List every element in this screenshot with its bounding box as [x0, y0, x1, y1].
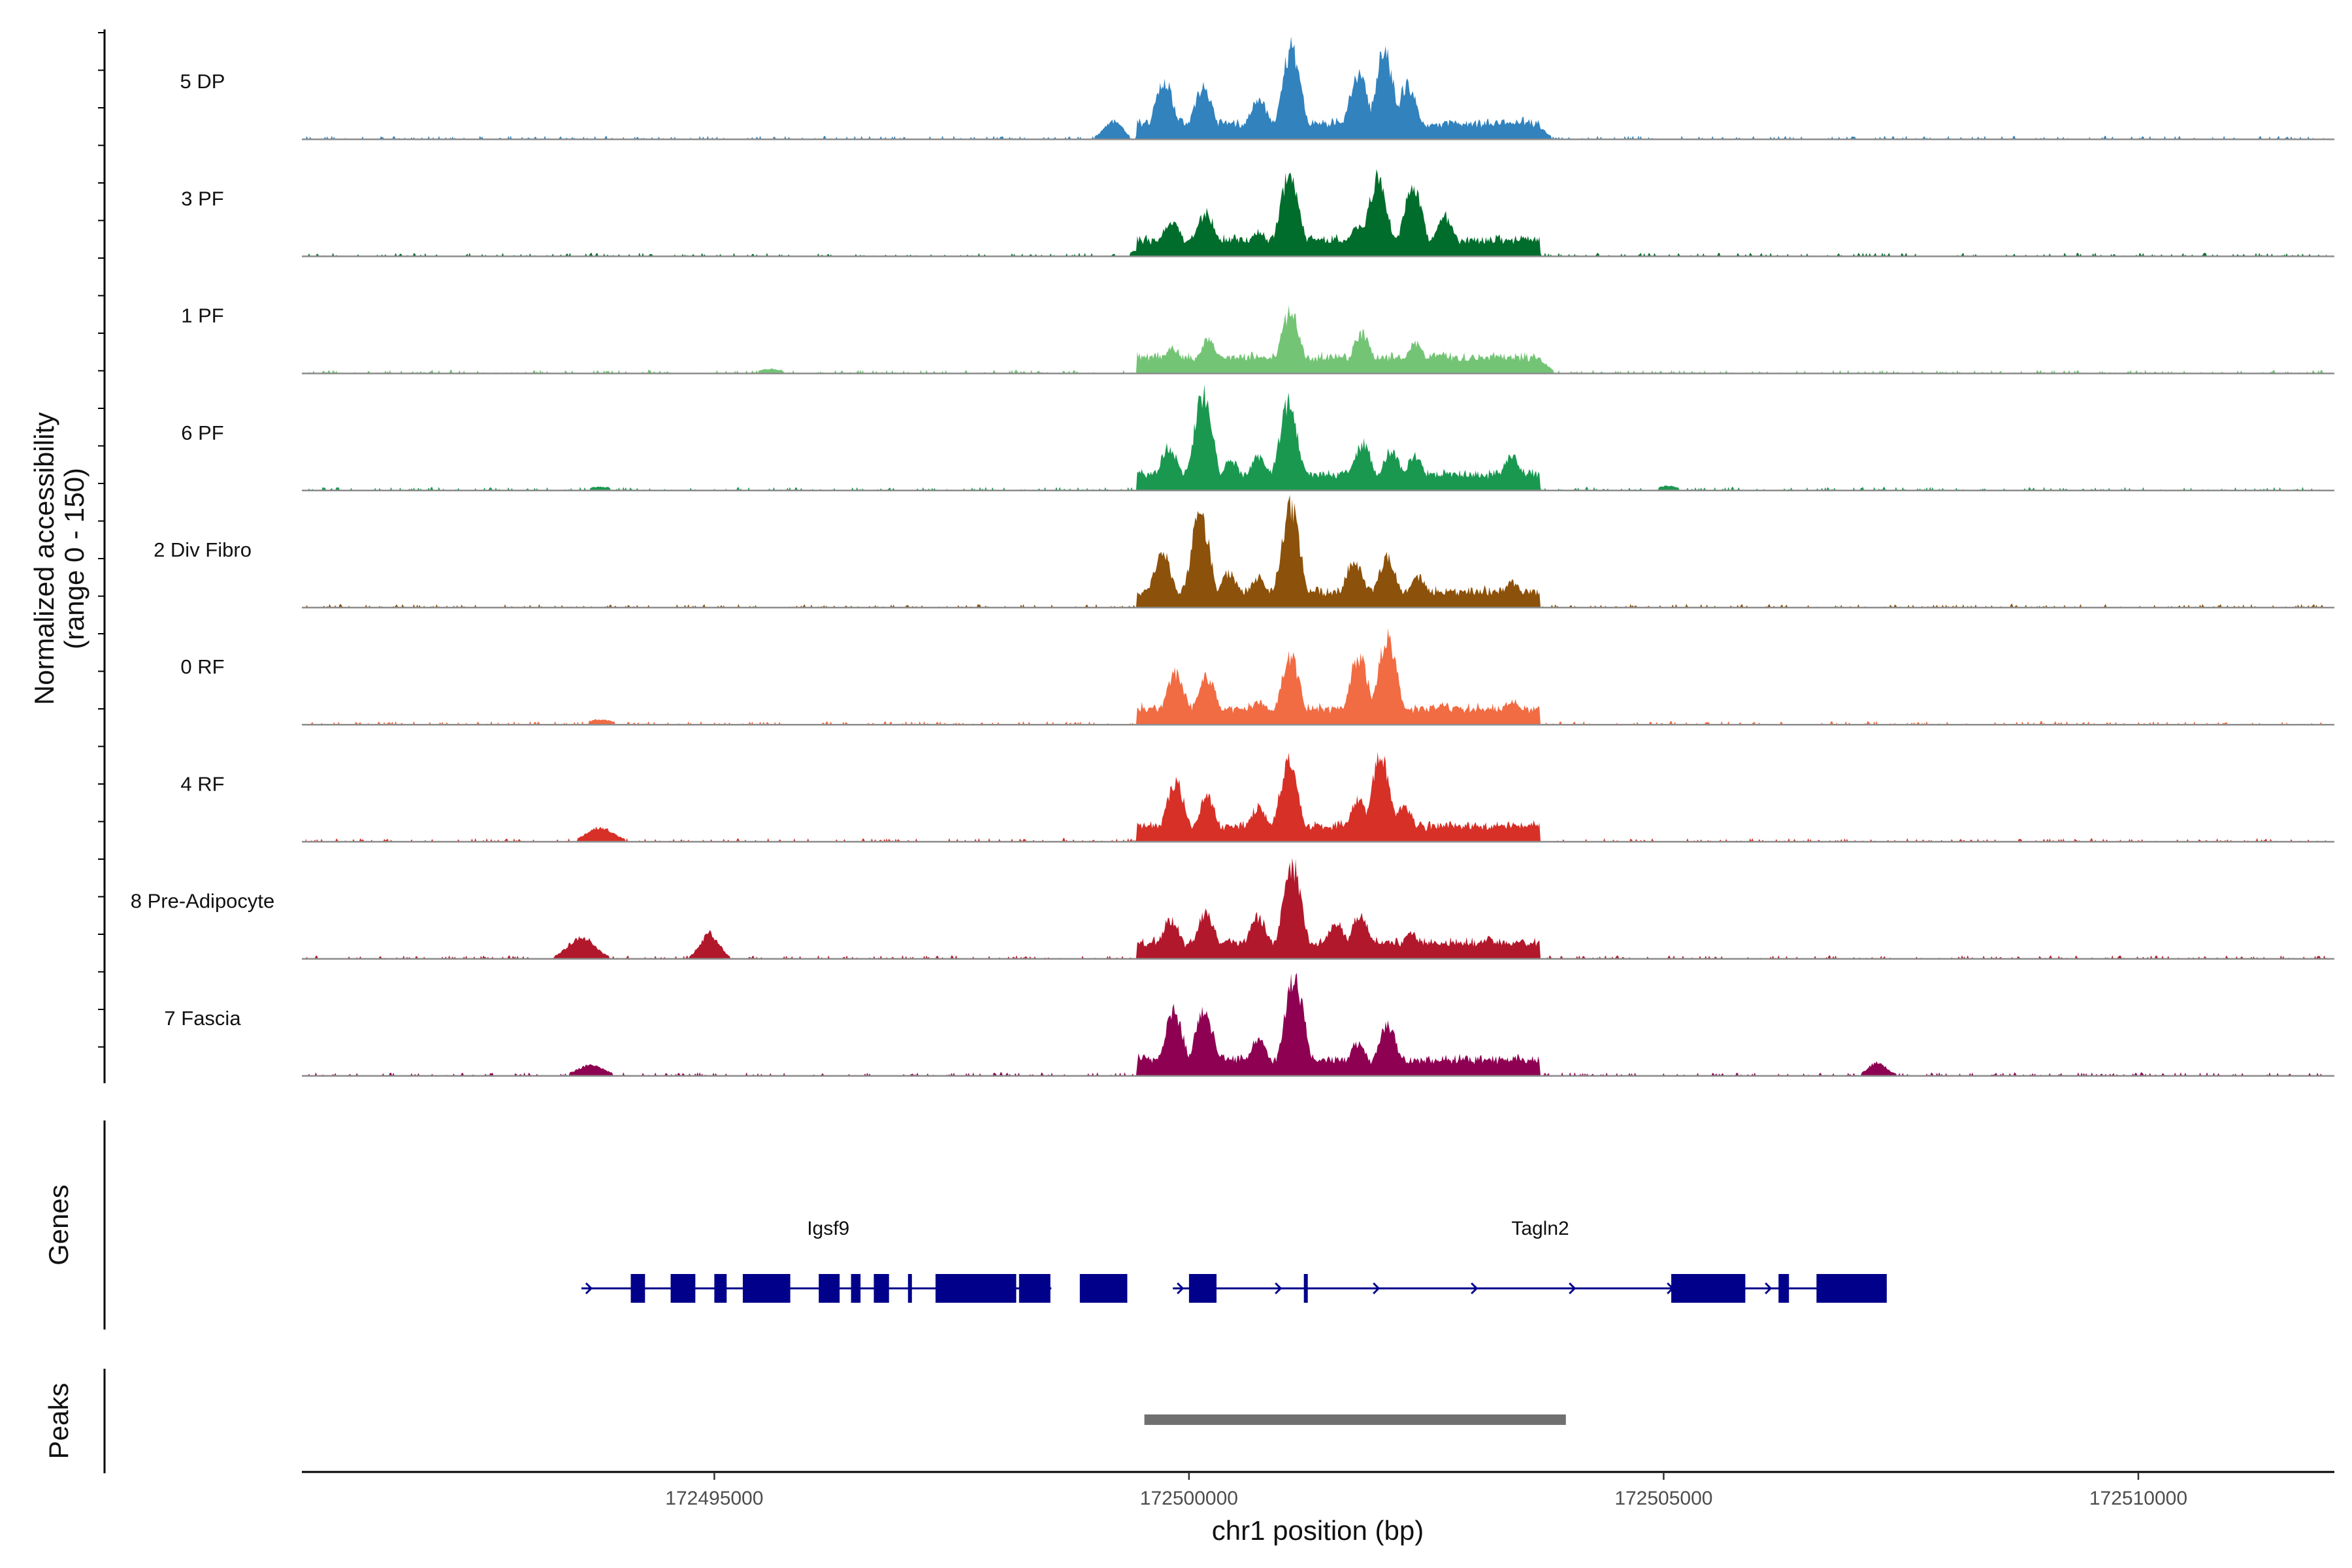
strand-arrow — [1177, 1282, 1184, 1295]
peak-track — [1144, 1414, 1566, 1425]
gene-label: Igsf9 — [807, 1218, 849, 1239]
x-tick-label: 172510000 — [2089, 1488, 2187, 1509]
x-axis-ticks: 172495000 172500000 172505000 172510000 — [665, 1472, 2187, 1509]
x-axis-title: chr1 position (bp) — [1212, 1515, 1424, 1546]
coverage-track: 0 RF — [180, 628, 2334, 726]
coverage-track: 6 PF — [181, 384, 2334, 492]
coverage-track: 5 DP — [180, 36, 2334, 140]
exon — [1303, 1274, 1308, 1303]
track-label: 7 Fascia — [164, 1007, 241, 1030]
x-tick-label: 172500000 — [1140, 1488, 1238, 1509]
coverage-area — [305, 751, 2327, 842]
exon — [1671, 1274, 1746, 1303]
exon — [907, 1274, 912, 1303]
track-label: 6 PF — [181, 421, 223, 444]
gene-track: Igsf9 Tagln2 — [581, 1218, 1887, 1303]
strand-arrow — [1373, 1282, 1380, 1295]
coverage-area — [305, 169, 2327, 257]
exon — [1079, 1274, 1128, 1303]
peak-bar — [1144, 1414, 1566, 1425]
coverage-y-ticks — [98, 32, 105, 1048]
peaks-panel-title: Peaks — [43, 1383, 74, 1460]
coverage-area — [305, 858, 2327, 959]
exon — [1778, 1274, 1789, 1303]
track-label: 3 PF — [181, 187, 223, 210]
track-label: 1 PF — [181, 304, 223, 327]
strand-arrow — [1275, 1282, 1282, 1295]
strand-arrow — [585, 1282, 593, 1295]
track-label: 8 Pre-Adipocyte — [131, 890, 275, 913]
coverage-track: 1 PF — [181, 304, 2334, 374]
x-tick-label: 172495000 — [665, 1488, 763, 1509]
coverage-track: 3 PF — [181, 169, 2334, 257]
exon — [935, 1274, 1017, 1303]
y-axis-title-line2: (range 0 - 150) — [59, 468, 90, 649]
gene-tagln2: Tagln2 — [1173, 1218, 1887, 1303]
track-label: 2 Div Fibro — [154, 538, 252, 561]
coverage-track: 2 Div Fibro — [154, 495, 2334, 609]
coverage-tracks: 5 DP 3 PF 1 PF 6 PF 2 Div Fibro 0 RF 4 RF 8 Pre… — [131, 36, 2334, 1077]
exon — [874, 1274, 889, 1303]
exon — [819, 1274, 840, 1303]
coverage-track: 8 Pre-Adipocyte — [131, 858, 2334, 960]
exon — [1019, 1274, 1051, 1303]
exon — [670, 1274, 696, 1303]
x-tick-label: 172505000 — [1614, 1488, 1712, 1509]
coverage-area — [305, 973, 2327, 1076]
exon — [851, 1274, 861, 1303]
coverage-area — [305, 36, 2327, 140]
track-label: 5 DP — [180, 70, 225, 93]
track-label: 0 RF — [180, 655, 224, 678]
exon — [1816, 1274, 1887, 1303]
strand-arrow — [1569, 1282, 1576, 1295]
gene-igsf9: Igsf9 — [581, 1218, 1128, 1303]
strand-arrow — [1471, 1282, 1478, 1295]
y-axis-title-line1: Normalized accessibility — [29, 412, 59, 705]
coverage-area — [305, 305, 2327, 374]
coverage-area — [305, 495, 2327, 608]
exon — [714, 1274, 727, 1303]
exon — [1188, 1274, 1217, 1303]
genes-panel-title: Genes — [43, 1184, 74, 1266]
strand-arrow — [1765, 1282, 1772, 1295]
track-label: 4 RF — [180, 772, 224, 795]
coverage-track: 4 RF — [180, 751, 2334, 843]
exon — [742, 1274, 791, 1303]
coverage-area — [305, 628, 2327, 725]
coverage-area — [305, 384, 2327, 491]
gene-label: Tagln2 — [1511, 1218, 1569, 1239]
coverage-track: 7 Fascia — [164, 973, 2334, 1077]
exon — [630, 1274, 645, 1303]
